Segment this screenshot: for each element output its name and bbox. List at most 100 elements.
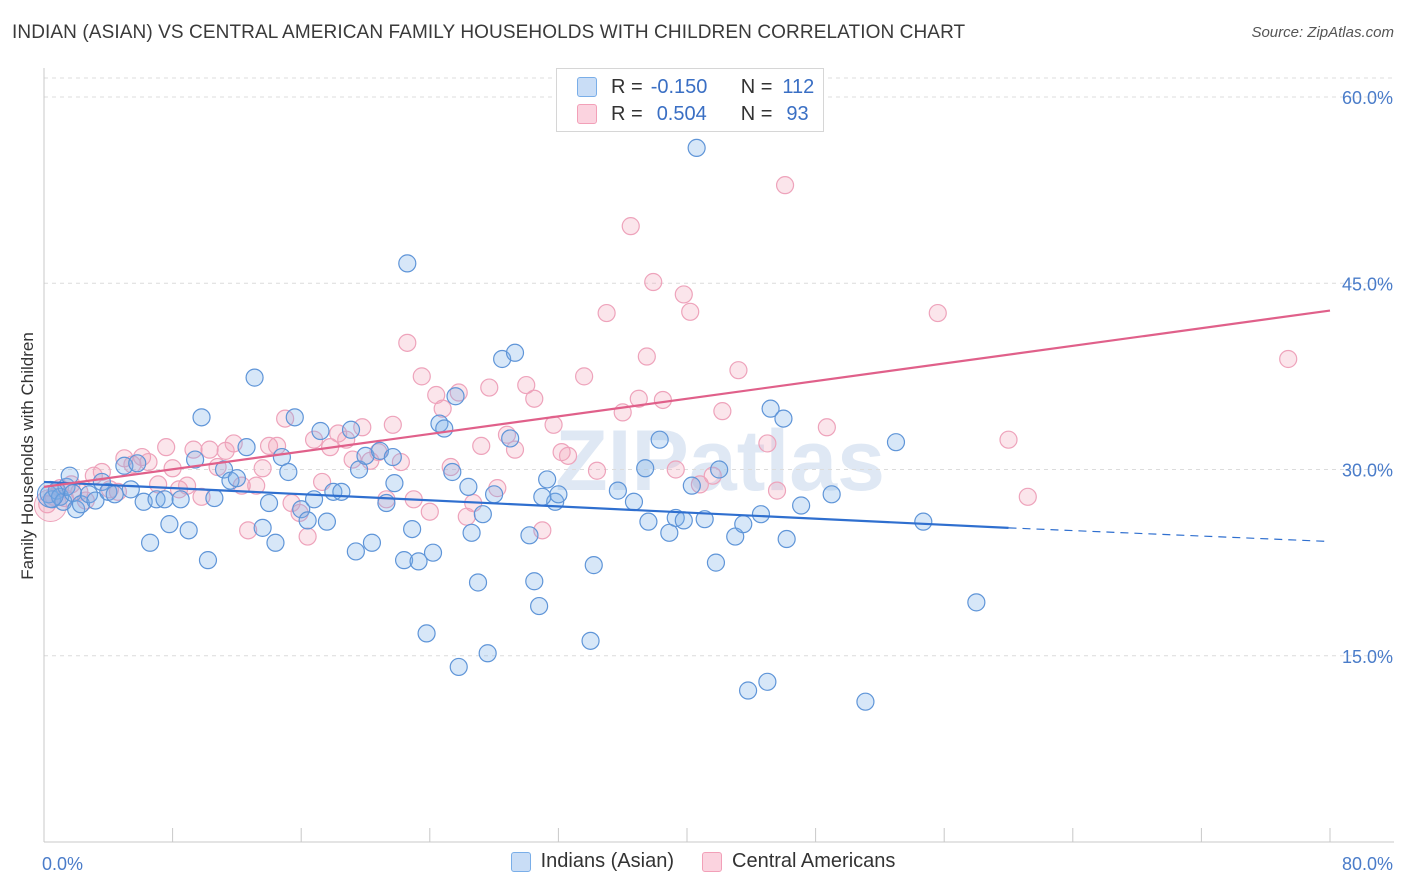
indians-point xyxy=(67,500,86,519)
indians-point xyxy=(687,138,706,158)
r-label: R = xyxy=(611,102,643,125)
indians-point xyxy=(356,446,375,465)
r-value: 0.504 xyxy=(656,102,707,125)
indians-points xyxy=(36,138,986,711)
central-americans-point xyxy=(637,347,656,366)
indians-point xyxy=(317,512,337,531)
central-americans-point xyxy=(505,440,525,459)
indians-point xyxy=(473,505,492,524)
central-swatch xyxy=(577,104,597,124)
central-americans-point xyxy=(681,302,700,321)
x-tick-label: 80.0% xyxy=(1342,854,1393,874)
indians-point xyxy=(706,553,726,572)
indians-point xyxy=(695,510,714,529)
indians-point xyxy=(525,572,544,591)
indians-point xyxy=(362,533,382,552)
indians-point xyxy=(205,488,224,508)
y-tick-label: 30.0% xyxy=(1342,461,1393,481)
indians-point xyxy=(155,490,174,509)
indians-point xyxy=(417,624,436,643)
indians-point xyxy=(160,515,179,534)
indians-point xyxy=(792,496,811,515)
y-axis-label: Family Households with Children xyxy=(18,332,37,580)
central-americans-point xyxy=(767,481,787,500)
indians-trend-extension xyxy=(1008,527,1331,543)
central-americans-point xyxy=(253,459,272,478)
n-label: N = xyxy=(740,102,773,125)
central-americans-point xyxy=(383,415,402,434)
indians-point xyxy=(914,512,933,531)
indians-point xyxy=(856,692,875,711)
indians-point xyxy=(967,593,986,612)
indians-point xyxy=(292,500,311,519)
central-legend-label: Central Americans xyxy=(732,850,896,872)
source-label: Source: ZipAtlas.com xyxy=(1251,24,1394,41)
indians-point xyxy=(549,485,568,504)
series-legend: Indians (Asian) Central Americans xyxy=(0,850,1406,873)
indians-point xyxy=(639,512,658,531)
indians-point xyxy=(822,485,841,504)
indians-point xyxy=(751,505,771,524)
indians-point xyxy=(636,459,655,478)
indians-point xyxy=(409,552,428,571)
indians-point xyxy=(237,438,256,457)
central-americans-point xyxy=(472,436,491,456)
central-americans-point xyxy=(1279,349,1298,369)
central-americans-point xyxy=(33,489,67,523)
indians-point xyxy=(459,477,478,496)
central-americans-point xyxy=(653,390,672,410)
indians-point xyxy=(624,492,644,511)
indians-point xyxy=(192,408,211,427)
indians-point xyxy=(332,482,351,501)
central-americans-point xyxy=(298,527,317,546)
indians-point xyxy=(581,631,600,650)
indians-point xyxy=(538,470,557,489)
indians-legend-swatch xyxy=(510,851,531,872)
y-tick-label: 60.0% xyxy=(1342,88,1393,108)
central-americans-point xyxy=(525,389,544,408)
x-tick-labels: 0.0% 80.0% xyxy=(42,854,1393,874)
central-americans-point xyxy=(621,217,640,236)
x-tick-label: 0.0% xyxy=(42,854,83,874)
indians-point xyxy=(443,462,462,482)
indians-point xyxy=(682,476,701,495)
central-americans-point xyxy=(433,399,452,418)
indians-trend-line xyxy=(43,480,1009,529)
central-legend-swatch xyxy=(702,851,722,872)
central-americans-point xyxy=(644,272,663,292)
indians-point xyxy=(462,523,481,542)
indians-point xyxy=(710,460,729,479)
indians-point xyxy=(478,644,497,663)
indians-point xyxy=(105,485,124,504)
central-americans-point xyxy=(192,487,211,506)
indians-point xyxy=(86,491,105,510)
indians-point xyxy=(777,529,796,549)
indians-point xyxy=(886,433,906,452)
y-tick-label: 15.0% xyxy=(1342,647,1393,667)
indians-point xyxy=(423,543,443,562)
indians-point xyxy=(341,420,361,439)
central-americans-point xyxy=(558,446,578,465)
legend-item-indians: Indians (Asian) xyxy=(510,850,674,873)
correlation-legend: R = -0.150 N = 112 R = 0.504 N = 93 xyxy=(556,68,824,132)
indians-point xyxy=(227,469,246,488)
indians-point xyxy=(738,681,758,700)
indians-point xyxy=(171,490,190,509)
central-americans-point xyxy=(239,521,258,540)
indians-point xyxy=(674,511,693,530)
indians-point xyxy=(266,533,285,552)
central-americans-point xyxy=(713,402,732,421)
indians-point xyxy=(245,368,264,387)
indians-swatch xyxy=(577,77,597,97)
central-americans-point xyxy=(200,440,219,459)
central-americans-point xyxy=(517,375,536,395)
indians-point xyxy=(383,447,402,467)
central-americans-point xyxy=(575,367,594,386)
indians-legend-label: Indians (Asian) xyxy=(540,850,674,872)
indians-point xyxy=(179,521,198,540)
central-americans-point xyxy=(775,176,795,195)
central-americans-point xyxy=(157,438,176,457)
indians-point xyxy=(446,387,465,406)
indians-point xyxy=(403,519,422,539)
